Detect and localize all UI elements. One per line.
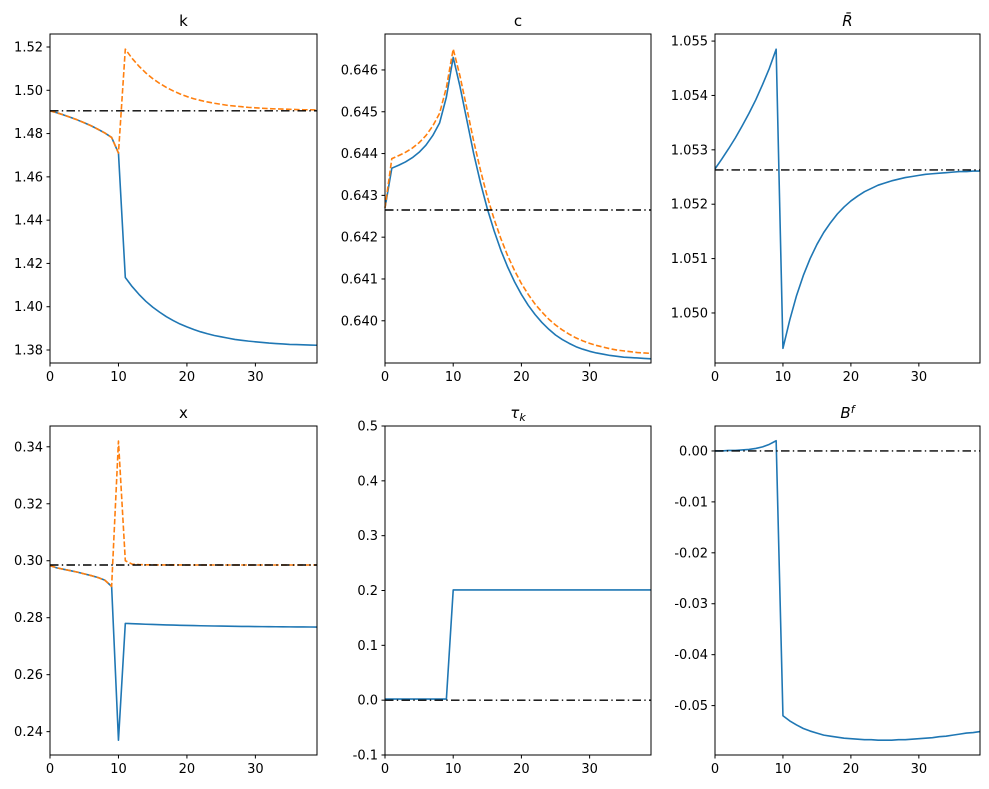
y-tick-label: 1.44 [14,214,43,229]
y-tick-label: 0.641 [341,272,378,287]
y-tick-label: -0.01 [674,495,708,510]
subplot-k-title: k [50,8,317,36]
y-tick-label: -0.04 [674,648,708,663]
axes-frame [49,425,318,756]
x-tick-label: 0 [381,762,389,777]
y-tick-label: 1.48 [14,127,43,142]
y-tick-label: 1.055 [671,35,708,50]
y-tick-label: 0.5 [357,420,378,435]
y-tick-label: 1.40 [14,300,43,315]
subplot-tauk: -0.1 0.0 0.1 0.2 0.3 0.4 0.5 0 10 20 30 [353,420,652,777]
y-tick-label: 1.054 [671,89,708,104]
y-tick-label: 0.640 [341,314,378,329]
y-tick-label: -0.03 [674,597,708,612]
series-blue-solid [384,56,652,360]
y-tick-label: -0.1 [353,749,378,764]
x-tick-label: 10 [445,370,462,385]
y-tick-label: -0.02 [674,546,708,561]
y-tick-label: 1.50 [14,84,43,99]
y-tick-label: -0.05 [674,699,708,714]
series-blue-solid [49,110,318,347]
x-tick-label: 30 [581,762,598,777]
series-orange-dashed [384,48,652,355]
x-tick-label: 10 [775,762,792,777]
y-tick-label: 0.642 [341,231,378,246]
y-tick-label: 0.1 [357,639,378,654]
y-tick-label: 0.0 [357,694,378,709]
axes-frame [49,33,318,364]
x-tick-label: 0 [46,370,54,385]
x-tick-label: 0 [711,762,719,777]
title-text: τ [510,404,520,422]
x-tick-label: 0 [711,370,719,385]
subplot-x: 0.24 0.26 0.28 0.30 0.32 0.34 0 10 20 30 [14,425,318,777]
y-tick-label: 1.52 [14,40,43,55]
series-blue-solid [715,439,981,742]
y-tick-label: 0.645 [341,105,378,120]
x-tick-label: 30 [911,370,928,385]
series-orange-dashed [49,48,318,154]
x-tick-label: 30 [581,370,598,385]
title-text: B [840,404,851,422]
y-tick-label: 0.30 [14,554,43,569]
subplot-bf-title: Bf [840,403,855,422]
y-tick-label: 0.00 [679,444,708,459]
axes-frame [714,425,981,756]
subplot-c-title: c [385,8,651,36]
subplot-tauk-title: τk [510,404,526,424]
y-tick-label: 1.052 [671,198,708,213]
title-text: x [179,404,188,422]
y-tick-label: 0.24 [14,725,43,740]
y-tick-label: 1.051 [671,252,708,267]
y-tick-label: 1.46 [14,170,43,185]
x-tick-label: 0 [46,762,54,777]
subplot-k: 1.38 1.40 1.42 1.44 1.46 1.48 1.50 1.52 0 10 20 30 [14,33,318,385]
y-tick-label: 0.646 [341,63,378,78]
y-tick-label: 1.050 [671,306,708,321]
series-blue-solid [49,564,318,741]
x-tick-label: 20 [843,370,860,385]
x-tick-label: 20 [843,762,860,777]
y-tick-label: 1.38 [14,344,43,359]
series-blue-solid [714,48,980,350]
title-text: k [179,12,188,30]
subplot-rbar: 1.050 1.051 1.052 1.053 1.054 1.055 0 10 20 30 [671,33,981,385]
x-tick-label: 10 [775,370,792,385]
subplot-x-title: x [50,400,317,428]
y-tick-label: 0.34 [14,440,43,455]
y-tick-label: 0.4 [357,474,378,489]
x-tick-label: 20 [179,762,196,777]
y-tick-label: 0.643 [341,189,378,204]
x-tick-label: 30 [247,370,264,385]
x-tick-label: 30 [247,762,264,777]
x-tick-label: 0 [381,370,389,385]
title-text: c [513,12,523,30]
subplot-bf: -0.05 -0.04 -0.03 -0.02 -0.01 0.00 0 10 20 30 [674,425,981,777]
y-tick-label: 0.28 [14,611,43,626]
y-tick-label: 0.26 [14,668,43,683]
y-tick-label: 0.3 [357,529,378,544]
subplot-c: 0.640 0.641 0.642 0.643 0.644 0.645 0.646 0 10 20… [341,33,652,385]
series-blue-solid [385,589,651,700]
y-tick-label: 0.2 [357,584,378,599]
axes-frame [384,33,652,364]
x-tick-label: 10 [110,762,127,777]
y-tick-label: 0.644 [341,147,378,162]
x-tick-label: 10 [110,370,127,385]
y-tick-label: 1.053 [671,143,708,158]
y-tick-label: 1.42 [14,257,43,272]
subplot-rbar-title: R̄ [715,8,980,36]
x-tick-label: 20 [513,762,530,777]
x-tick-label: 20 [179,370,196,385]
x-tick-label: 20 [513,370,530,385]
x-tick-label: 10 [445,762,462,777]
axes-frame [714,33,981,364]
x-tick-label: 30 [911,762,928,777]
y-tick-label: 0.32 [14,497,43,512]
title-text: R̄ [842,12,853,30]
